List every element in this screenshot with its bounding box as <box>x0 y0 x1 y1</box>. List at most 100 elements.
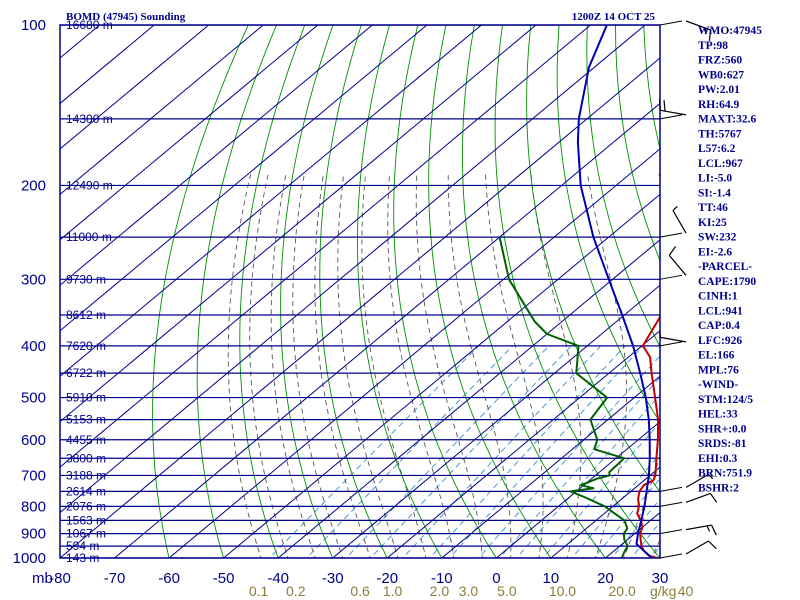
mixing-ratio-label: 0.1 <box>249 583 269 599</box>
index-entry: MAXT:32.6 <box>698 114 756 126</box>
isotherm-line <box>386 330 660 558</box>
dry-adiabat-line <box>586 25 660 348</box>
mixing-ratio-label: 10.0 <box>549 583 576 599</box>
dry-adiabat-line <box>357 25 443 558</box>
wind-leader-line <box>659 501 683 507</box>
dry-adiabat-line <box>428 25 552 558</box>
index-entry: EHI:0.3 <box>698 453 738 465</box>
height-label: 8612 m <box>66 308 106 322</box>
wind-barb <box>660 109 687 116</box>
wind-barb-flag <box>704 28 707 35</box>
mixing-ratio-line <box>611 498 660 558</box>
chart-title: BOMD (47945) Sounding <box>66 11 186 23</box>
index-entry: CAPE:1790 <box>698 276 756 288</box>
height-label: 3188 m <box>66 468 106 482</box>
temperature-tick-label: -10 <box>431 570 453 587</box>
index-entry: -PARCEL- <box>698 261 752 273</box>
dry-adiabat-line <box>280 25 334 558</box>
sounding-series <box>498 25 660 558</box>
mixing-ratio-line <box>268 345 480 558</box>
dry-adiabat-line <box>239 25 306 558</box>
mixing-ratio-line <box>593 477 660 558</box>
pressure-unit-label: mb <box>32 570 53 587</box>
isotherm-line <box>60 25 101 59</box>
dry-adiabat-line <box>196 25 277 558</box>
temperature-tick-label: -50 <box>213 570 235 587</box>
height-label: 12490 m <box>66 178 113 192</box>
pressure-tick-label: 900 <box>21 526 46 543</box>
pressure-tick-label: 1000 <box>13 550 46 567</box>
wind-barb-flag <box>708 473 714 480</box>
moist-adiabat-line <box>249 173 289 558</box>
index-entry: SW:232 <box>698 232 737 244</box>
isotherm-line <box>277 239 660 558</box>
temperature-tick-label: -70 <box>104 570 126 587</box>
wind-barb-flag <box>659 331 661 338</box>
mixing-ratio-line <box>429 345 626 558</box>
wind-barb-flag <box>706 525 711 532</box>
wind-barb-flag <box>668 246 677 256</box>
index-entry: SI:-1.4 <box>698 187 731 199</box>
temperature-tick-label: 30 <box>652 570 669 587</box>
dry-adiabat-line <box>785 25 800 569</box>
wind-barb-flag <box>672 205 678 212</box>
wind-barb <box>685 540 709 555</box>
plot-frame <box>59 24 661 559</box>
index-entry: CAP:0.4 <box>698 320 740 332</box>
height-label: 5153 m <box>66 413 106 427</box>
index-entry: PW:2.01 <box>698 84 740 96</box>
temperature-tick-label: -30 <box>322 570 344 587</box>
height-label: 9730 m <box>66 272 106 286</box>
wind-barb-flag <box>709 493 718 503</box>
series-dewpoint <box>498 236 629 558</box>
mixing-ratio-line <box>630 521 660 558</box>
dry-adiabat-line <box>556 25 660 423</box>
index-entry: EI:-2.6 <box>698 246 732 258</box>
index-entry: LI:-5.0 <box>698 173 732 185</box>
dry-adiabat-line <box>729 25 800 569</box>
series-temperature <box>636 315 660 558</box>
wind-leader-line <box>659 553 683 559</box>
moist-adiabat-line <box>292 173 344 558</box>
wind-leader-line <box>659 20 683 26</box>
mixing-ratio-label: 1.0 <box>383 583 403 599</box>
temperature-tick-label: 0 <box>492 570 500 587</box>
moist-adiabat-line <box>447 173 512 558</box>
mixing-ratio-label: 5.0 <box>497 583 517 599</box>
index-entry: RH:64.9 <box>698 99 739 111</box>
height-label: 5910 m <box>66 391 106 405</box>
mixing-ratio-label: 20.0 <box>608 583 635 599</box>
height-label: 1067 m <box>66 527 106 541</box>
moist-adiabat-line <box>485 173 544 558</box>
height-label: 16680 m <box>66 18 113 32</box>
dry-adiabat-line <box>319 25 388 558</box>
mixing-ratio-label: 40 <box>678 583 694 599</box>
moist-adiabat-line <box>337 173 399 558</box>
mixing-ratio-line <box>477 355 660 558</box>
dry-adiabat-line <box>152 25 249 558</box>
wind-barb-flag <box>708 540 717 550</box>
index-entry: TP:98 <box>698 40 728 52</box>
temperature-tick-label: -60 <box>158 570 180 587</box>
pressure-tick-label: 300 <box>21 271 46 288</box>
wind-barb <box>672 210 687 234</box>
isotherm-line <box>60 25 537 423</box>
wind-barb-flag <box>663 100 666 112</box>
index-entry: STM:124/5 <box>698 394 753 406</box>
dry-adiabat-line <box>462 25 607 558</box>
index-entry: HEL:33 <box>698 409 738 421</box>
dry-adiabat-line <box>526 25 660 493</box>
mixing-ratio-unit-label: g/kg <box>650 583 676 599</box>
height-label: 3800 m <box>66 451 106 465</box>
index-entry: CINH:1 <box>698 291 738 303</box>
pressure-tick-label: 700 <box>21 467 46 484</box>
isotherm-line <box>60 25 428 332</box>
isotherm-line <box>60 25 646 514</box>
wind-barbs <box>658 20 718 559</box>
wind-barb-flag <box>658 99 661 111</box>
wind-leader-line <box>659 529 683 535</box>
height-label: 14300 m <box>66 112 113 126</box>
index-entry: LCL:967 <box>698 158 743 170</box>
wind-leader-line <box>659 232 683 238</box>
wind-leader-line <box>659 341 683 347</box>
